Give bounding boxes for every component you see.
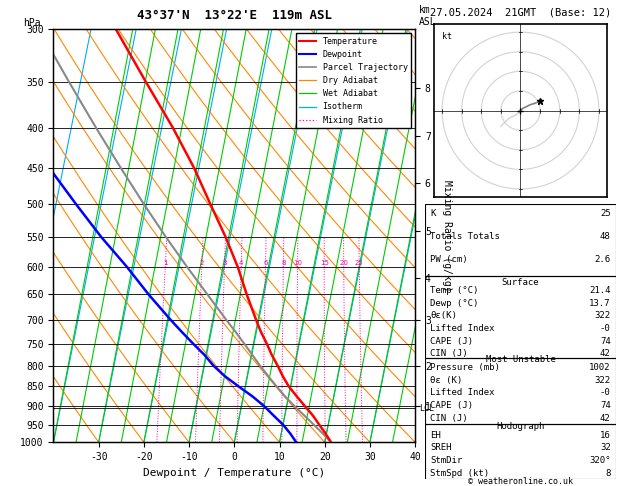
Text: 322: 322	[594, 312, 611, 320]
Text: Lifted Index: Lifted Index	[430, 324, 495, 333]
X-axis label: Dewpoint / Temperature (°C): Dewpoint / Temperature (°C)	[143, 468, 325, 478]
Text: StmSpd (kt): StmSpd (kt)	[430, 469, 489, 478]
Text: 16: 16	[600, 431, 611, 440]
Text: 2: 2	[200, 260, 204, 266]
Text: K: K	[430, 209, 436, 218]
Text: 4: 4	[239, 260, 243, 266]
Text: 1002: 1002	[589, 363, 611, 372]
Bar	[425, 358, 616, 424]
Text: 8: 8	[605, 469, 611, 478]
Legend: Temperature, Dewpoint, Parcel Trajectory, Dry Adiabat, Wet Adiabat, Isotherm, Mi: Temperature, Dewpoint, Parcel Trajectory…	[296, 34, 411, 128]
Text: 20: 20	[339, 260, 348, 266]
Text: Lifted Index: Lifted Index	[430, 388, 495, 397]
Text: -0: -0	[600, 388, 611, 397]
Text: 43°37'N  13°22'E  119m ASL: 43°37'N 13°22'E 119m ASL	[136, 9, 332, 22]
Text: 13.7: 13.7	[589, 299, 611, 308]
Text: Dewp (°C): Dewp (°C)	[430, 299, 479, 308]
Text: 15: 15	[320, 260, 328, 266]
Text: 3: 3	[222, 260, 227, 266]
Text: Surface: Surface	[502, 278, 539, 287]
Text: θε (K): θε (K)	[430, 376, 462, 384]
Text: 2.6: 2.6	[594, 255, 611, 264]
Text: 25: 25	[355, 260, 364, 266]
Text: hPa: hPa	[23, 18, 40, 28]
Text: 74: 74	[600, 337, 611, 346]
Y-axis label: Mixing Ratio (g/kg): Mixing Ratio (g/kg)	[442, 180, 452, 292]
Text: 8: 8	[281, 260, 286, 266]
Text: CAPE (J): CAPE (J)	[430, 401, 474, 410]
Text: Totals Totals: Totals Totals	[430, 232, 500, 241]
Text: CIN (J): CIN (J)	[430, 349, 468, 358]
Text: CAPE (J): CAPE (J)	[430, 337, 474, 346]
Bar	[425, 424, 616, 479]
Text: EH: EH	[430, 431, 441, 440]
Text: -0: -0	[600, 324, 611, 333]
Text: CIN (J): CIN (J)	[430, 414, 468, 422]
Text: 21.4: 21.4	[589, 286, 611, 295]
Text: 74: 74	[600, 401, 611, 410]
Text: SREH: SREH	[430, 443, 452, 452]
Text: 42: 42	[600, 414, 611, 422]
Text: 27.05.2024  21GMT  (Base: 12): 27.05.2024 21GMT (Base: 12)	[430, 7, 611, 17]
Text: LCL: LCL	[419, 403, 434, 413]
Text: Most Unstable: Most Unstable	[486, 355, 555, 364]
Text: Hodograph: Hodograph	[496, 422, 545, 431]
Text: 10: 10	[293, 260, 302, 266]
Text: 320°: 320°	[589, 456, 611, 465]
Text: 6: 6	[264, 260, 268, 266]
Text: 42: 42	[600, 349, 611, 358]
Text: 1: 1	[163, 260, 168, 266]
Text: kt: kt	[442, 32, 452, 41]
Text: 48: 48	[600, 232, 611, 241]
Text: © weatheronline.co.uk: © weatheronline.co.uk	[468, 477, 573, 486]
Text: θε(K): θε(K)	[430, 312, 457, 320]
Text: 322: 322	[594, 376, 611, 384]
Text: Temp (°C): Temp (°C)	[430, 286, 479, 295]
Text: 32: 32	[600, 443, 611, 452]
Text: 25: 25	[600, 209, 611, 218]
Bar	[425, 276, 616, 358]
Text: PW (cm): PW (cm)	[430, 255, 468, 264]
Text: km
ASL: km ASL	[419, 5, 437, 27]
Bar	[425, 204, 616, 276]
Text: Pressure (mb): Pressure (mb)	[430, 363, 500, 372]
Text: StmDir: StmDir	[430, 456, 462, 465]
